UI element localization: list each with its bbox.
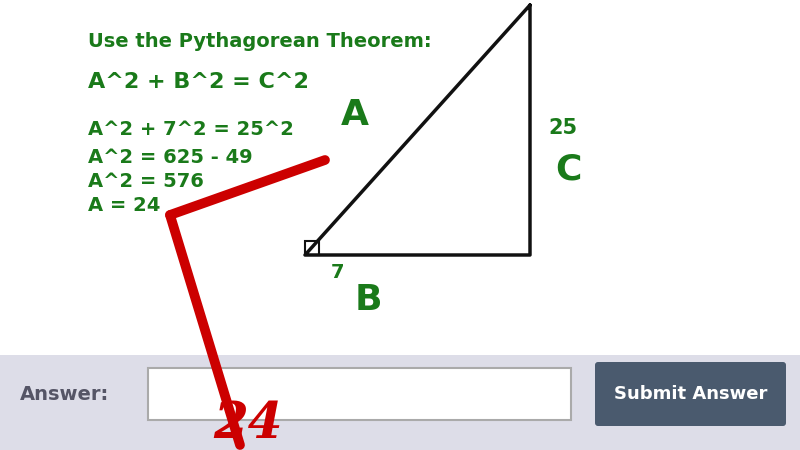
Bar (305, 241, 319, 255)
Text: A: A (341, 98, 369, 132)
Text: A^2 = 576: A^2 = 576 (88, 172, 204, 191)
Text: A^2 + B^2 = C^2: A^2 + B^2 = C^2 (88, 72, 309, 92)
FancyBboxPatch shape (595, 362, 786, 426)
Text: 24: 24 (214, 400, 282, 449)
Text: Use the Pythagorean Theorem:: Use the Pythagorean Theorem: (88, 32, 432, 51)
Text: B: B (354, 283, 382, 317)
Text: A = 24: A = 24 (88, 196, 160, 215)
Bar (148, 368, 571, 420)
Text: Submit Answer: Submit Answer (614, 385, 767, 403)
Text: A^2 = 625 - 49: A^2 = 625 - 49 (88, 148, 253, 167)
Text: C: C (555, 153, 581, 187)
Text: A^2 + 7^2 = 25^2: A^2 + 7^2 = 25^2 (88, 120, 294, 139)
Text: 25: 25 (548, 118, 577, 138)
Bar (0, 355, 800, 450)
Text: Answer:: Answer: (20, 384, 110, 404)
Text: 7: 7 (331, 264, 345, 283)
